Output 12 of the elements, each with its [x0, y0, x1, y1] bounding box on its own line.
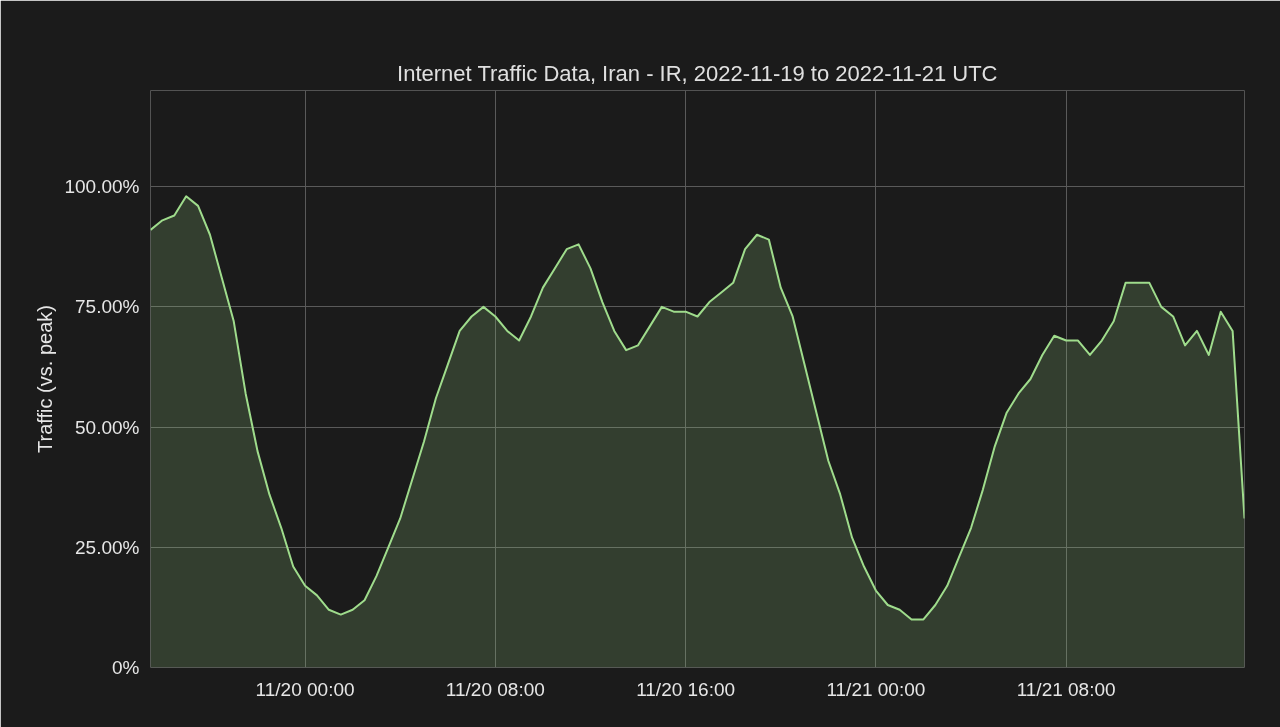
x-tick-label: 11/20 16:00 [636, 678, 736, 700]
x-tick-label: 11/20 08:00 [445, 678, 545, 700]
y-tick-label: 50.00% [75, 416, 140, 438]
x-tick-label: 11/21 00:00 [826, 678, 926, 700]
y-tick-label: 100.00% [64, 176, 140, 198]
chart-title: Internet Traffic Data, Iran - IR, 2022-11-19 to 2022-11-21 UTC [397, 60, 998, 86]
x-tick-label: 11/20 00:00 [255, 678, 355, 700]
y-tick-label: 25.00% [75, 536, 140, 558]
y-tick-label: 0% [112, 657, 140, 678]
y-tick-label: 75.00% [75, 296, 140, 318]
y-axis-title: Traffic (vs. peak) [34, 305, 57, 453]
x-tick-label: 11/21 08:00 [1016, 678, 1116, 700]
